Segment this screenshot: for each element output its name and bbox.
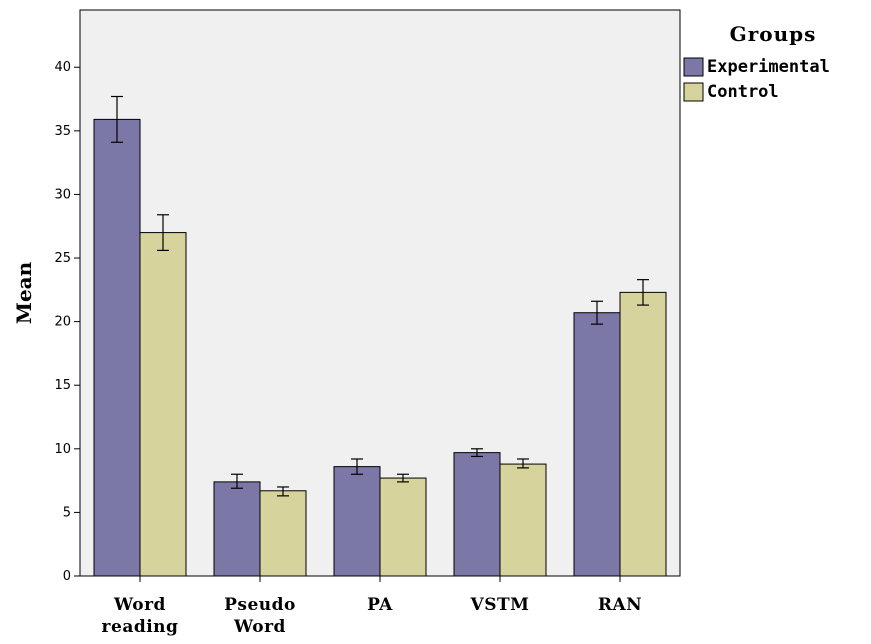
y-axis: 0 5 10 15 20 25 30 35 40 (54, 60, 80, 584)
x-tick-label: PA (367, 595, 393, 615)
bar-experimental-3 (453, 452, 501, 577)
y-tick-label: 0 (63, 569, 71, 584)
legend-title: Groups (730, 22, 817, 46)
bar-experimental-0 (93, 118, 141, 577)
bar-control-0 (139, 232, 187, 577)
x-tick-label: Word (113, 595, 166, 615)
bars (93, 118, 667, 577)
error-bar-experimental-3 (471, 448, 483, 458)
error-bar-experimental-2 (351, 458, 363, 475)
bar-control-2 (379, 477, 427, 577)
y-tick-label: 5 (63, 505, 71, 520)
error-bar-control-1 (277, 486, 289, 497)
bar-control-4 (619, 291, 667, 577)
x-tick-label: Pseudo (224, 595, 296, 615)
bar-control-1 (259, 490, 307, 577)
bar-control-3 (499, 463, 547, 577)
legend-swatch-control (683, 82, 704, 102)
y-tick-label: 30 (54, 187, 71, 202)
x-tick-label: reading (102, 617, 179, 637)
error-bar-experimental-0 (111, 95, 123, 143)
y-tick-label: 20 (54, 315, 71, 330)
y-tick-label: 35 (54, 124, 71, 139)
error-bar-control-3 (517, 458, 529, 469)
legend: Groups Experimental Control (683, 22, 830, 102)
legend-label-control: Control (707, 82, 779, 102)
legend-swatch-experimental (683, 57, 704, 77)
error-bars (111, 95, 649, 497)
bar-experimental-1 (213, 481, 261, 577)
bar-experimental-2 (333, 466, 381, 577)
y-tick-label: 15 (54, 378, 71, 393)
error-bar-control-4 (637, 279, 649, 306)
error-bar-control-2 (397, 473, 409, 483)
y-axis-label: Mean (12, 261, 36, 324)
x-tick-label: Word (233, 617, 286, 637)
x-tick-label: RAN (598, 595, 642, 615)
legend-label-experimental: Experimental (707, 57, 830, 77)
y-tick-label: 10 (54, 442, 71, 457)
error-bar-control-0 (157, 214, 169, 251)
x-tick-label: VSTM (470, 595, 530, 615)
y-tick-label: 40 (54, 60, 71, 75)
bar-experimental-4 (573, 312, 621, 577)
y-tick-label: 25 (54, 251, 71, 266)
error-bar-experimental-4 (591, 300, 603, 325)
error-bar-experimental-1 (231, 473, 243, 489)
